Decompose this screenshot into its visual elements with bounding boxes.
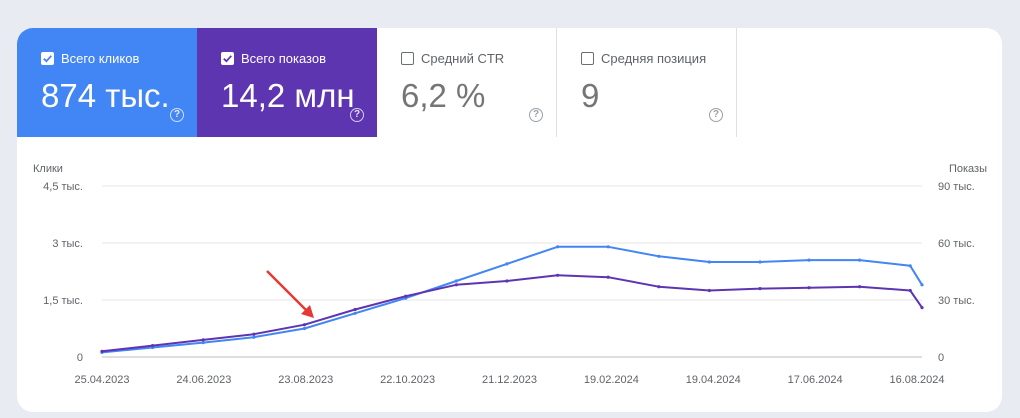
- checkbox-unchecked-icon[interactable]: [401, 51, 414, 65]
- metrics-bar: Всего кликов 874 тыс. ? Всего показов 14…: [17, 28, 1002, 137]
- impressions-point: [454, 283, 458, 287]
- impressions-point: [100, 349, 104, 353]
- help-icon[interactable]: ?: [350, 108, 364, 122]
- performance-chart: Клики Показы 0 0 1,5 тыс. 30 тыс. 3 тыс. 60 т…: [33, 163, 987, 386]
- x-tick-label: 25.04.2023: [74, 374, 129, 386]
- left-tick-label: 1,5 тыс.: [43, 295, 83, 307]
- clicks-point: [920, 283, 924, 287]
- impressions-point: [707, 288, 712, 293]
- x-tick-label: 19.04.2024: [686, 374, 741, 386]
- x-tick-label: 19.02.2024: [584, 374, 639, 386]
- impressions-point: [556, 273, 560, 277]
- metric-label: Средний CTR: [421, 50, 505, 66]
- right-tick-label: 60 тыс.: [938, 238, 975, 250]
- help-icon[interactable]: ?: [170, 108, 184, 122]
- impressions-point: [201, 338, 205, 342]
- metric-value: 14,2 млн: [221, 77, 355, 114]
- impressions-point: [657, 285, 661, 289]
- x-tick-label: 16.08.2024: [889, 374, 944, 386]
- metric-label: Средняя позиция: [601, 50, 707, 66]
- x-tick-label: 22.10.2023: [380, 374, 435, 386]
- clicks-point: [858, 258, 862, 262]
- clicks-point: [657, 254, 661, 258]
- impressions-point: [606, 275, 610, 279]
- clicks-point: [353, 311, 357, 315]
- clicks-point: [908, 264, 912, 268]
- impressions-point: [404, 294, 408, 298]
- clicks-point: [252, 335, 256, 339]
- metric-label: Всего показов: [241, 50, 326, 66]
- chart-gridlines: [102, 185, 922, 358]
- metric-label: Всего кликов: [61, 50, 140, 66]
- impressions-point: [252, 332, 256, 336]
- clicks-point: [758, 260, 762, 264]
- x-tick-label: 21.12.2023: [482, 374, 537, 386]
- impressions-point: [151, 344, 155, 348]
- impressions-point: [920, 306, 924, 310]
- clicks-line: [101, 245, 923, 354]
- clicks-point: [201, 341, 205, 345]
- clicks-point: [454, 279, 458, 283]
- checkbox-unchecked-icon[interactable]: [581, 51, 594, 65]
- clicks-point: [556, 245, 560, 249]
- axis-ticks: 0 0 1,5 тыс. 30 тыс. 3 тыс. 60 тыс. 4,5 тыс. 90…: [43, 181, 975, 386]
- right-tick-label: 90 тыс.: [938, 181, 975, 193]
- left-tick-label: 0: [77, 352, 83, 364]
- clicks-point: [807, 258, 811, 262]
- impressions-point: [302, 323, 307, 327]
- help-icon[interactable]: ?: [529, 108, 543, 122]
- impressions-point: [505, 279, 509, 283]
- metric-value: 6,2 %: [401, 77, 486, 114]
- metric-value: 9: [581, 77, 600, 114]
- x-tick-label: 24.06.2023: [176, 374, 231, 386]
- right-axis-title: Показы: [949, 163, 987, 175]
- metric-value: 874 тыс.: [41, 77, 170, 114]
- metric-average-ctr[interactable]: Средний CTR 6,2 % ?: [377, 28, 557, 137]
- clicks-point: [707, 260, 712, 264]
- performance-card: Всего кликов 874 тыс. ? Всего показов 14…: [17, 28, 1002, 412]
- clicks-point: [302, 326, 307, 331]
- x-tick-label: 23.08.2023: [278, 374, 333, 386]
- left-axis-title: Клики: [33, 163, 63, 175]
- metric-total-impressions[interactable]: Всего показов 14,2 млн ?: [197, 28, 377, 137]
- checkbox-checked-icon[interactable]: [221, 51, 234, 65]
- left-tick-label: 4,5 тыс.: [43, 181, 83, 193]
- right-tick-label: 30 тыс.: [938, 295, 975, 307]
- impressions-point: [758, 287, 762, 291]
- impressions-point: [908, 288, 912, 293]
- checkbox-checked-icon[interactable]: [41, 51, 54, 65]
- right-tick-label: 0: [938, 352, 944, 364]
- metric-total-clicks[interactable]: Всего кликов 874 тыс. ?: [17, 28, 197, 137]
- help-icon[interactable]: ?: [709, 108, 723, 122]
- metric-average-position[interactable]: Средняя позиция 9 ?: [557, 28, 737, 137]
- clicks-point: [505, 262, 509, 266]
- clicks-point: [606, 245, 610, 249]
- impressions-point: [858, 285, 862, 289]
- chart-series: [100, 245, 924, 354]
- left-tick-label: 3 тыс.: [52, 238, 83, 250]
- x-tick-label: 17.06.2024: [788, 374, 843, 386]
- impressions-point: [353, 307, 357, 312]
- impressions-line: [101, 274, 923, 353]
- annotation-arrow-icon: [266, 270, 314, 318]
- impressions-point: [807, 286, 811, 290]
